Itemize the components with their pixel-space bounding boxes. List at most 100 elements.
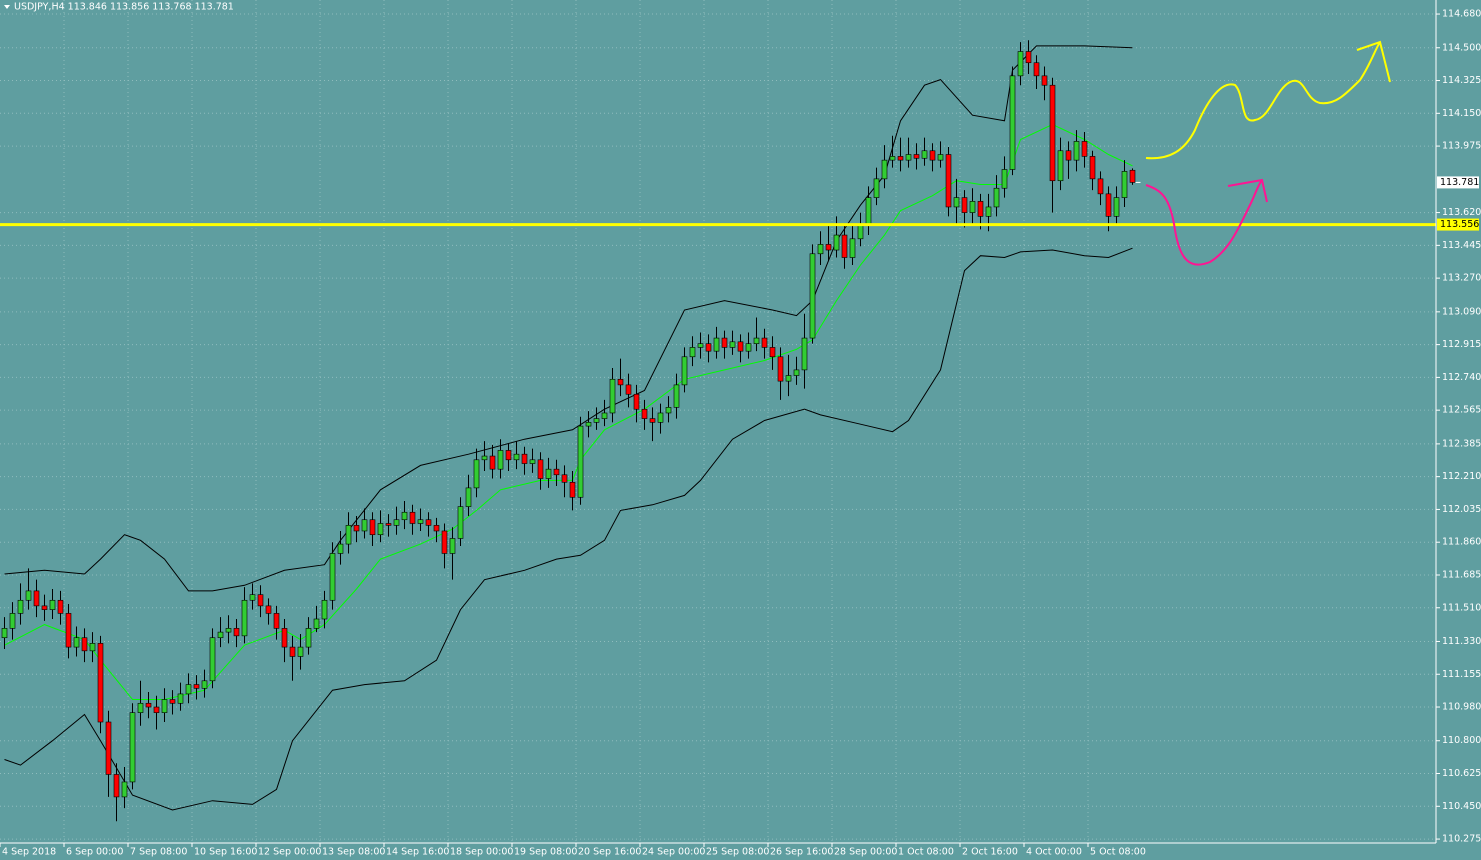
grid (0, 0, 1436, 843)
candle-body (33, 590, 40, 607)
candle-body (145, 702, 152, 708)
candle-body (593, 418, 600, 423)
y-tick-label: 111.510 (1442, 602, 1481, 613)
candle-body (169, 699, 176, 704)
level-price-box (1437, 218, 1479, 231)
candle-body (473, 459, 480, 489)
candle-body (641, 408, 648, 419)
candle-body (497, 450, 504, 470)
candle-body (25, 590, 32, 601)
candle-body (937, 154, 944, 161)
x-tick-label: 24 Sep 00:00 (642, 847, 705, 858)
candle-body (1105, 193, 1112, 217)
candle-body (553, 468, 560, 476)
candle-body (1129, 169, 1136, 183)
candle-body (201, 680, 208, 689)
symbol-menu-arrow[interactable] (4, 5, 10, 9)
candle-body (257, 594, 264, 607)
candle-body (521, 453, 528, 464)
candle-body (81, 637, 88, 652)
candle-body (921, 150, 928, 159)
candle-body (849, 238, 856, 258)
candle-body (449, 538, 456, 554)
candle-body (289, 646, 296, 657)
candle-body (873, 178, 880, 198)
candle-body (961, 197, 968, 213)
candle-body (233, 628, 240, 637)
x-tick-label: 2 Oct 16:00 (962, 847, 1018, 858)
y-tick-label: 113.445 (1442, 240, 1481, 251)
y-tick-label: 113.975 (1442, 141, 1481, 152)
candle-body (97, 643, 104, 723)
candle-body (777, 356, 784, 382)
plot-area (0, 40, 1436, 822)
y-tick-label: 114.150 (1442, 108, 1481, 119)
y-tick-label: 112.210 (1442, 471, 1481, 482)
candle-body (1001, 169, 1008, 189)
hand-drawn-pullback-path (1145, 178, 1268, 266)
y-tick-label: 112.385 (1442, 438, 1481, 449)
candle-body (1121, 171, 1128, 198)
candle-body (1049, 84, 1056, 182)
candle-body (217, 631, 224, 639)
candle-body (457, 506, 464, 539)
y-tick-label: 113.090 (1442, 306, 1481, 317)
candle-body (833, 234, 840, 251)
candle-body (729, 341, 736, 348)
candle-body (697, 343, 704, 348)
candle-body (513, 453, 520, 461)
candle-body (369, 519, 376, 536)
candle-body (689, 347, 696, 358)
y-tick-label: 112.035 (1442, 504, 1481, 515)
candle-body (737, 341, 744, 352)
candle-body (121, 781, 128, 798)
x-tick-label: 7 Sep 08:00 (130, 847, 187, 858)
y-tick-label: 112.915 (1442, 339, 1481, 350)
candle-body (1041, 75, 1048, 86)
candle-body (945, 154, 952, 208)
bollinger-band (4, 247, 1133, 811)
candle-body (465, 487, 472, 507)
candle-body (185, 684, 192, 695)
y-tick-label: 110.980 (1442, 702, 1481, 713)
level-price-label: 113.556 (1440, 219, 1479, 230)
x-tick-label: 12 Sep 00:00 (258, 847, 321, 858)
candle-body (209, 637, 216, 682)
candle-body (577, 425, 584, 498)
candle-body (153, 706, 160, 713)
chart-title: USDJPY,H4 113.846 113.856 113.768 113.78… (14, 2, 234, 13)
x-tick-label: 26 Sep 16:00 (770, 847, 833, 858)
bollinger-band (4, 123, 1133, 700)
candle-body (649, 418, 656, 423)
candle-body (489, 455, 496, 470)
candle-body (1073, 141, 1080, 161)
candle-body (721, 337, 728, 348)
candle-body (753, 337, 760, 344)
x-tick-label: 18 Sep 00:00 (450, 847, 513, 858)
candle-body (345, 525, 352, 545)
candle-body (1081, 141, 1088, 157)
candle-body (137, 702, 144, 713)
candle-body (657, 412, 664, 423)
y-tick-label: 113.620 (1442, 207, 1481, 218)
candle-body (65, 613, 72, 648)
candle-body (681, 356, 688, 386)
candle-body (321, 599, 328, 620)
candle-body (361, 519, 368, 532)
candle-body (433, 525, 440, 532)
x-tick-label: 6 Sep 00:00 (66, 847, 123, 858)
candle-body (353, 525, 360, 532)
candle-body (977, 201, 984, 217)
y-tick-label: 114.680 (1442, 9, 1481, 20)
candle-body (385, 523, 392, 526)
candle-body (249, 594, 256, 601)
candle-body (633, 393, 640, 410)
candle-body (785, 375, 792, 382)
candle-body (481, 455, 488, 461)
candle-body (225, 628, 232, 633)
candle-body (1065, 150, 1072, 161)
candle-body (865, 197, 872, 226)
candle-body (569, 481, 576, 498)
